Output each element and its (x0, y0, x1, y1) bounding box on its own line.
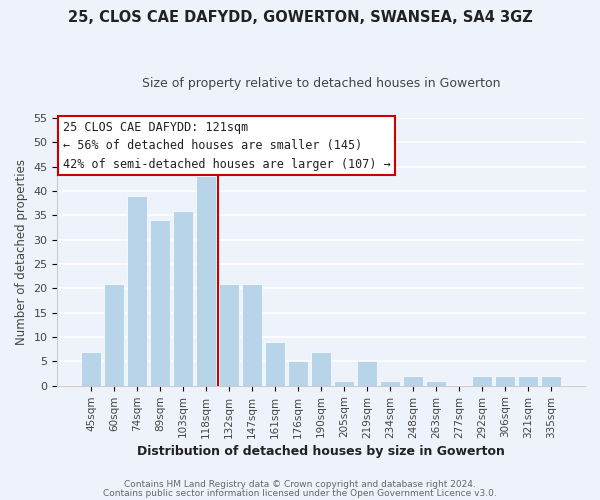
Bar (151, 220, 170, 386)
Y-axis label: Number of detached properties: Number of detached properties (15, 159, 28, 345)
Bar (289, 362, 308, 386)
Bar (496, 376, 515, 386)
X-axis label: Distribution of detached houses by size in Gowerton: Distribution of detached houses by size … (137, 444, 505, 458)
Bar (472, 376, 492, 386)
Text: Contains HM Land Registry data © Crown copyright and database right 2024.: Contains HM Land Registry data © Crown c… (124, 480, 476, 489)
Bar (427, 381, 446, 386)
Text: 25 CLOS CAE DAFYDD: 121sqm
← 56% of detached houses are smaller (145)
42% of sem: 25 CLOS CAE DAFYDD: 121sqm ← 56% of deta… (62, 120, 391, 170)
Bar (196, 176, 216, 386)
Bar (380, 381, 400, 386)
Text: Contains public sector information licensed under the Open Government Licence v3: Contains public sector information licen… (103, 490, 497, 498)
Bar (173, 210, 193, 386)
Bar (127, 196, 147, 386)
Bar (541, 376, 561, 386)
Bar (518, 376, 538, 386)
Bar (242, 284, 262, 386)
Bar (220, 284, 239, 386)
Bar (403, 376, 423, 386)
Bar (334, 381, 354, 386)
Title: Size of property relative to detached houses in Gowerton: Size of property relative to detached ho… (142, 78, 500, 90)
Text: 25, CLOS CAE DAFYDD, GOWERTON, SWANSEA, SA4 3GZ: 25, CLOS CAE DAFYDD, GOWERTON, SWANSEA, … (68, 10, 532, 25)
Bar (104, 284, 124, 386)
Bar (358, 362, 377, 386)
Bar (82, 352, 101, 386)
Bar (311, 352, 331, 386)
Bar (265, 342, 285, 386)
